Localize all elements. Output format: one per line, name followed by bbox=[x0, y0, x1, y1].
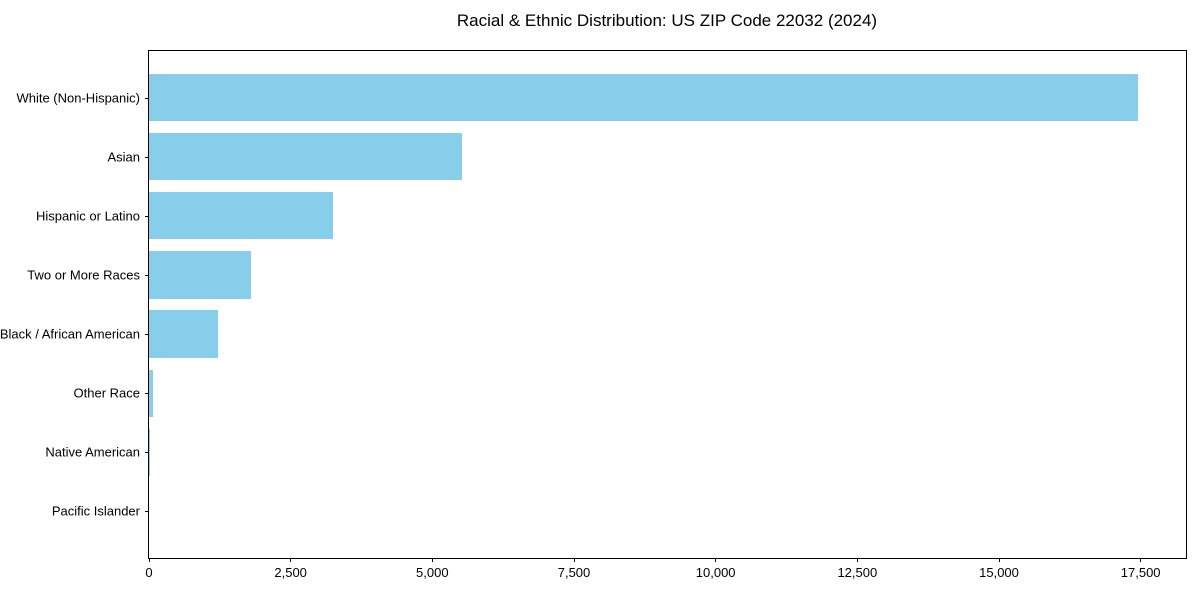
bar-native-american bbox=[149, 428, 151, 476]
y-tick-two-or-more-races bbox=[145, 274, 149, 276]
x-tick-4 bbox=[715, 558, 717, 562]
chart-title: Racial & Ethnic Distribution: US ZIP Cod… bbox=[456, 11, 878, 30]
y-tick-label-two-or-more-races: Two or More Races bbox=[27, 267, 140, 283]
x-tick-6 bbox=[998, 558, 1000, 562]
bar-other-race bbox=[149, 369, 153, 417]
bar-white-non-hispanic bbox=[149, 74, 1138, 122]
x-tick-label-4: 10,000 bbox=[695, 565, 736, 580]
x-tick-label-6: 15,000 bbox=[979, 565, 1019, 580]
y-tick-label-hispanic-or-latino: Hispanic or Latino bbox=[35, 208, 140, 224]
y-tick-hispanic-or-latino bbox=[145, 215, 149, 217]
y-tick-pacific-islander bbox=[145, 511, 149, 513]
x-tick-2 bbox=[431, 558, 433, 562]
x-tick-5 bbox=[856, 558, 858, 562]
y-tick-label-asian: Asian bbox=[107, 149, 140, 165]
plot-area: White (Non-Hispanic) Asian Hispanic or Lat… bbox=[0, 50, 1187, 580]
y-tick-native-american bbox=[145, 452, 149, 454]
bar-asian bbox=[149, 133, 463, 181]
y-tick-label-native-american: Native American bbox=[45, 444, 140, 460]
x-tick-label-1: 2,500 bbox=[274, 565, 307, 580]
y-tick-label-black-african-american: Black / African American bbox=[0, 326, 140, 342]
x-tick-1 bbox=[290, 558, 292, 562]
y-tick-black-african-american bbox=[145, 334, 149, 336]
bar-black-african-american bbox=[149, 310, 219, 358]
x-tick-label-7: 17,500 bbox=[1120, 565, 1161, 580]
x-tick-label-0: 0 bbox=[145, 565, 153, 580]
bar-hispanic-or-latino bbox=[149, 192, 333, 240]
x-tick-label-3: 7,500 bbox=[557, 565, 591, 580]
y-tick-asian bbox=[145, 156, 149, 158]
x-tick-0 bbox=[148, 558, 150, 562]
x-tick-label-2: 5,000 bbox=[416, 565, 449, 580]
x-tick-3 bbox=[573, 558, 575, 562]
y-tick-other-race bbox=[145, 393, 149, 395]
y-tick-label-pacific-islander: Pacific Islander bbox=[51, 503, 140, 519]
x-tick-7 bbox=[1140, 558, 1142, 562]
y-tick-white-non-hispanic bbox=[145, 97, 149, 99]
bar-two-or-more-races bbox=[149, 251, 251, 299]
y-tick-label-white-non-hispanic: White (Non-Hispanic) bbox=[16, 90, 140, 106]
y-tick-label-other-race: Other Race bbox=[73, 385, 140, 401]
x-tick-label-5: 12,500 bbox=[837, 565, 878, 580]
